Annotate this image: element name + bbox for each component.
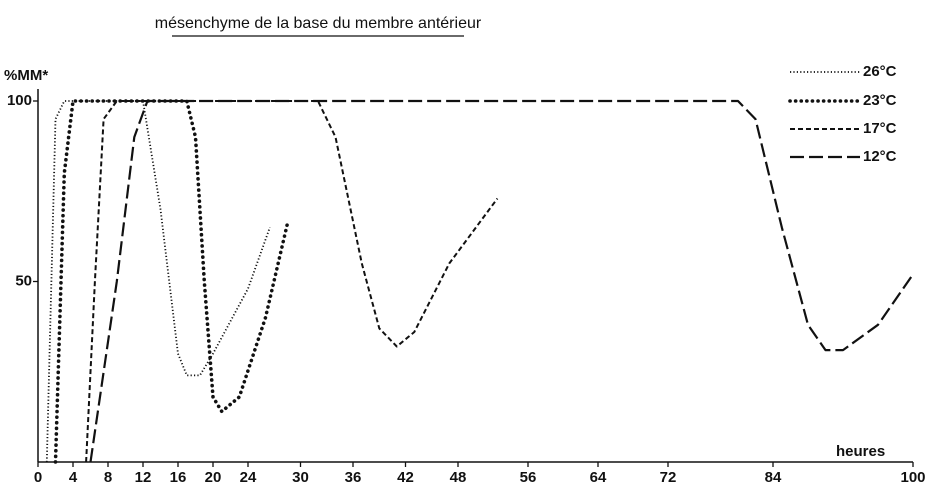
chart-title: mésenchyme de la base du membre antérieu… bbox=[155, 15, 482, 32]
legend-label: 17°C bbox=[863, 120, 897, 137]
series-line bbox=[89, 99, 914, 463]
x-tick-label: 36 bbox=[345, 469, 362, 486]
x-tick-label: 84 bbox=[765, 469, 782, 486]
x-tick-label: 24 bbox=[240, 469, 257, 486]
x-tick-label: 0 bbox=[34, 469, 42, 486]
x-tick-label: 20 bbox=[205, 469, 222, 486]
legend-label: 23°C bbox=[863, 92, 897, 109]
series-line bbox=[45, 100, 271, 463]
x-tick-label: 64 bbox=[590, 469, 607, 486]
legend-label: 26°C bbox=[863, 63, 897, 80]
x-tick-label: 12 bbox=[135, 469, 152, 486]
x-tick-label: 42 bbox=[397, 469, 414, 486]
x-tick-label: 8 bbox=[104, 469, 112, 486]
x-tick-label: 48 bbox=[450, 469, 467, 486]
x-tick-label: 4 bbox=[69, 469, 78, 486]
series-line bbox=[53, 99, 290, 464]
x-tick-label: 30 bbox=[292, 469, 309, 486]
y-axis-label: %MM* bbox=[4, 67, 48, 84]
x-tick-label: 100 bbox=[900, 469, 925, 486]
x-tick-label: 56 bbox=[520, 469, 537, 486]
series-line bbox=[85, 100, 499, 463]
x-tick-label: 16 bbox=[170, 469, 187, 486]
y-tick-label: 50 bbox=[15, 272, 32, 289]
x-tick-label: 72 bbox=[660, 469, 677, 486]
legend-label: 12°C bbox=[863, 148, 897, 165]
x-axis-label: heures bbox=[836, 443, 885, 460]
y-tick-label: 100 bbox=[7, 92, 32, 109]
